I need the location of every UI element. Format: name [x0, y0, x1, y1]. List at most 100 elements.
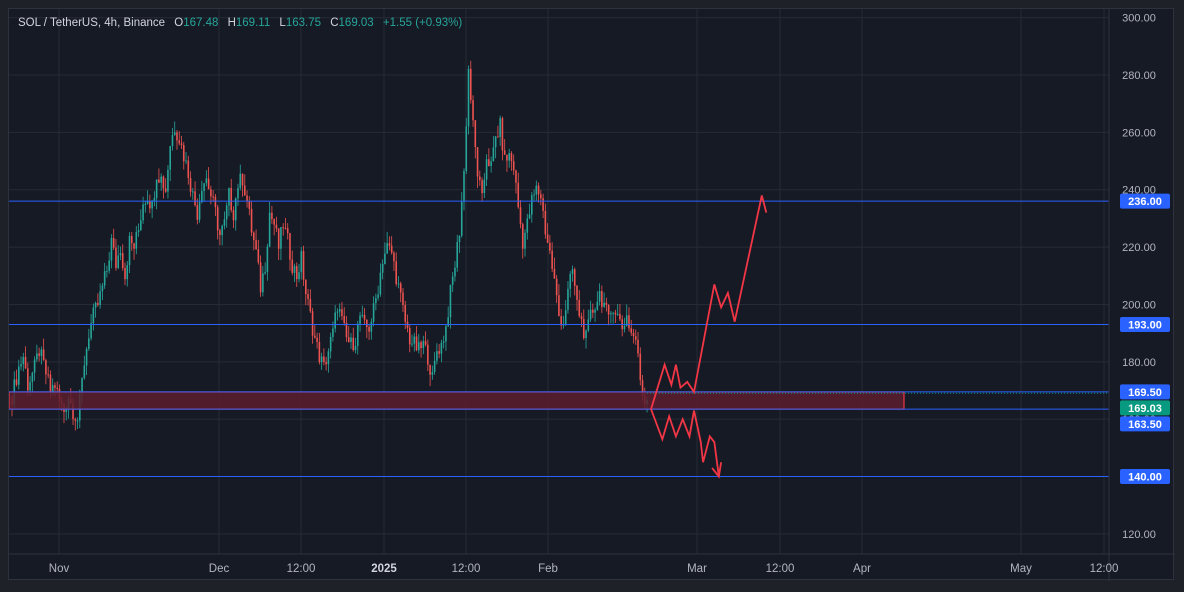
candle — [531, 191, 533, 223]
bearish-projection-path[interactable] — [650, 408, 720, 477]
price-axis[interactable]: 300.00280.00260.00240.00220.00200.00180.… — [1122, 13, 1156, 541]
candle — [537, 182, 540, 203]
candle — [192, 187, 194, 200]
high-value: 169.11 — [235, 17, 271, 29]
candle — [33, 356, 36, 381]
low-label: L — [279, 17, 286, 29]
price-tick-label: 300.00 — [1122, 13, 1156, 25]
symbol-title[interactable]: SOL / TetherUS, 4h, Binance — [18, 17, 166, 29]
candle — [603, 292, 605, 309]
candle — [280, 227, 282, 261]
candle — [413, 332, 416, 352]
candle — [289, 232, 291, 271]
candle — [424, 331, 427, 347]
candle — [481, 177, 483, 202]
candle — [540, 189, 542, 206]
candle — [569, 271, 572, 298]
price-axis-labels: 236.00 193.00 169.50 169.03 163.50 140.00 — [1120, 193, 1170, 485]
time-tick-label: Feb — [538, 563, 558, 575]
time-axis[interactable]: Nov Dec 12:00 2025 12:00 Feb Mar 12:00 Apr May 12:… — [49, 563, 1119, 575]
candle — [558, 284, 560, 317]
bullish-projection-path[interactable] — [650, 195, 768, 410]
candle — [155, 179, 158, 210]
candle — [472, 95, 474, 127]
candle — [259, 255, 262, 297]
candle — [228, 187, 230, 217]
price-tick-label: 220.00 — [1122, 242, 1156, 254]
candle — [124, 262, 126, 286]
svg-text:193.00: 193.00 — [1128, 320, 1162, 332]
candle — [334, 305, 336, 333]
candle — [601, 285, 603, 313]
open-label: O — [174, 17, 184, 29]
candle — [112, 228, 115, 250]
level-price-label: 163.50 — [1120, 416, 1170, 432]
candle — [146, 190, 149, 205]
candle — [90, 314, 92, 341]
chart-canvas[interactable]: 300.00280.00260.00240.00220.00200.00180.… — [9, 9, 1175, 581]
time-tick-label: Nov — [49, 563, 70, 575]
candle — [286, 223, 289, 240]
candle — [151, 199, 153, 219]
candle — [445, 324, 447, 351]
candle — [438, 344, 440, 359]
candle — [375, 293, 377, 311]
support-zone-rect[interactable] — [9, 391, 905, 410]
candle — [397, 276, 400, 289]
candle — [542, 193, 544, 218]
candle — [162, 175, 165, 199]
level-price-label: 140.00 — [1120, 469, 1170, 485]
candle — [20, 356, 22, 371]
candle — [596, 291, 599, 311]
candle — [253, 231, 255, 251]
candle — [31, 371, 34, 393]
candle — [442, 335, 445, 349]
candle — [359, 311, 361, 332]
candle — [230, 178, 233, 213]
candle — [379, 263, 382, 297]
horizontal-levels[interactable] — [9, 200, 1109, 478]
ohlc-legend: SOL / TetherUS, 4h, Binance O167.48 H169… — [18, 17, 462, 29]
support-zone[interactable] — [9, 391, 905, 410]
candle — [521, 222, 524, 259]
candle — [271, 205, 273, 224]
candle — [625, 304, 628, 327]
candle — [22, 352, 25, 372]
candle — [564, 300, 567, 326]
candle — [88, 328, 90, 351]
candle — [551, 242, 553, 272]
candle — [347, 326, 350, 343]
candle — [185, 152, 187, 165]
candle — [198, 193, 201, 223]
time-tick-label: May — [1010, 563, 1032, 575]
candle — [592, 303, 594, 318]
candle — [196, 198, 199, 225]
candle — [171, 127, 174, 151]
candle — [300, 246, 303, 280]
candle — [221, 224, 223, 246]
projection-paths[interactable] — [650, 195, 768, 479]
candle — [479, 170, 481, 186]
candle — [630, 319, 633, 337]
candle — [567, 280, 569, 314]
candle — [356, 320, 359, 355]
chart-panel[interactable]: 300.00 280.00 260.00 240.00 220.00 200.00 180.… — [8, 8, 1175, 581]
candle — [223, 211, 226, 230]
price-tick-label: 180.00 — [1122, 357, 1156, 369]
candle — [101, 283, 104, 301]
high-label: H — [227, 17, 236, 29]
candle — [634, 329, 637, 345]
candle — [336, 308, 339, 321]
candle — [610, 310, 612, 324]
candle — [173, 121, 176, 136]
candle — [456, 234, 459, 272]
candle — [422, 335, 425, 355]
candle — [97, 293, 99, 307]
close-label: C — [330, 17, 339, 29]
candle — [164, 178, 167, 193]
candle — [381, 259, 384, 280]
candle — [216, 204, 219, 240]
candle — [309, 289, 312, 313]
candle — [578, 290, 581, 318]
close-value: 169.03 — [338, 17, 374, 29]
